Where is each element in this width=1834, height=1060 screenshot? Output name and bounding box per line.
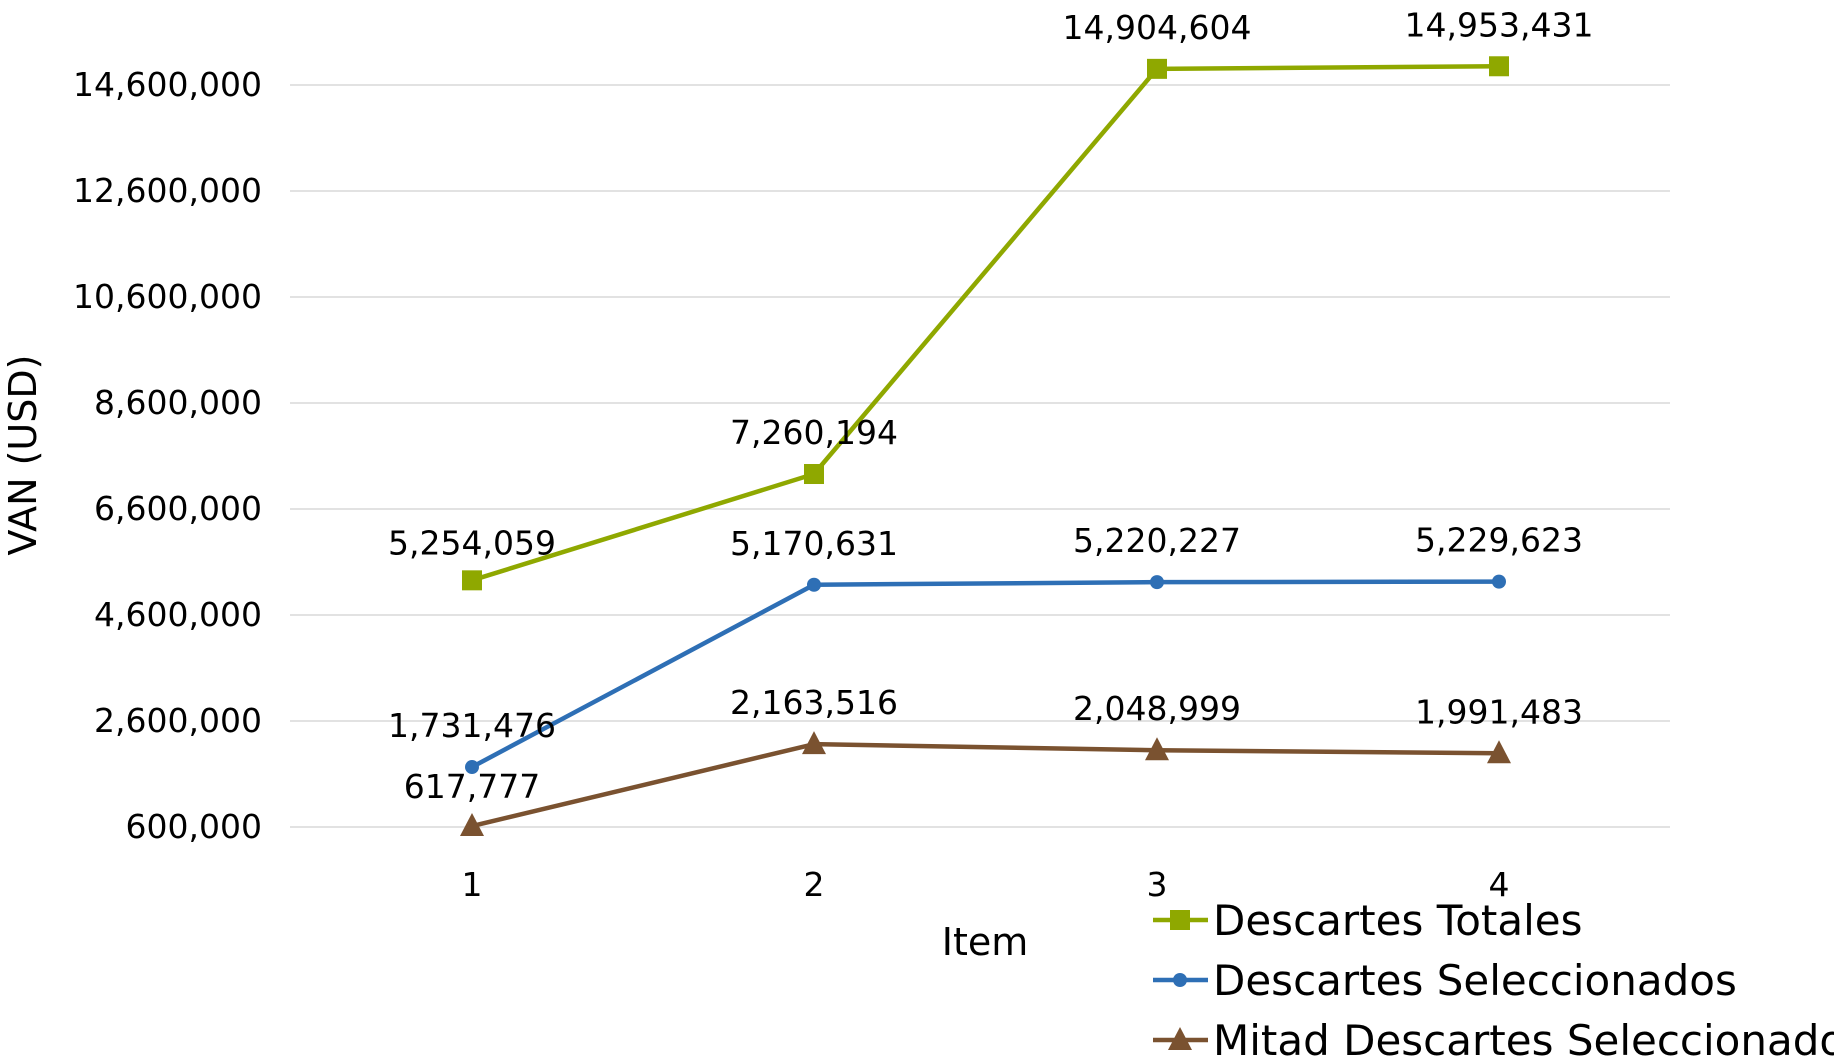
- y-tick-label: 6,600,000: [94, 489, 262, 528]
- data-point-marker: [1150, 575, 1164, 590]
- series-triangle: [460, 731, 1511, 837]
- series-line: [471, 741, 1500, 829]
- series-line: [470, 579, 1500, 770]
- x-axis-ticks: 1 2 3 4: [462, 865, 1510, 904]
- data-point-marker: [465, 760, 479, 775]
- y-tick-label: 600,000: [126, 807, 262, 846]
- legend-marker: [1168, 1027, 1192, 1050]
- legend-item: Mitad Descartes Seleccionados: [1153, 1016, 1834, 1060]
- data-point-marker: [462, 570, 482, 591]
- legend-item: Descartes Totales: [1153, 896, 1583, 945]
- data-label: 2,048,999: [1073, 689, 1241, 728]
- legend-item: Descartes Seleccionados: [1153, 956, 1737, 1005]
- legend-marker: [1170, 910, 1190, 930]
- y-tick-label: 4,600,000: [94, 595, 262, 634]
- data-label: 617,777: [404, 767, 540, 806]
- legend-label: Descartes Seleccionados: [1213, 956, 1737, 1005]
- data-point-marker: [1489, 56, 1509, 77]
- series-line: [471, 64, 1500, 583]
- data-label: 14,904,604: [1063, 8, 1252, 47]
- legend-label: Descartes Totales: [1213, 896, 1583, 945]
- y-axis-ticks: 600,000 2,600,000 4,600,000 6,600,000 8,600,…: [73, 65, 262, 846]
- data-label: 5,220,227: [1073, 521, 1241, 560]
- series-square: [462, 56, 1509, 591]
- data-point-marker: [1147, 58, 1167, 79]
- data-label: 14,953,431: [1405, 5, 1594, 44]
- y-tick-label: 8,600,000: [94, 383, 262, 422]
- x-tick-label: 4: [1489, 865, 1510, 904]
- legend-label: Mitad Descartes Seleccionados: [1213, 1016, 1834, 1060]
- data-point-marker: [460, 813, 484, 837]
- legend: Descartes Totales Descartes Seleccionados…: [1153, 896, 1834, 1060]
- x-axis-title: Item: [942, 920, 1029, 964]
- data-label: 5,254,059: [388, 523, 556, 562]
- x-tick-label: 3: [1147, 865, 1168, 904]
- series-lines: [460, 56, 1511, 837]
- y-tick-label: 2,600,000: [94, 701, 262, 740]
- data-label: 2,163,516: [730, 683, 898, 722]
- data-labels: 5,254,059 7,260,194 14,904,604 14,953,431 1,…: [388, 5, 1593, 806]
- data-label: 1,731,476: [388, 706, 556, 745]
- data-point-marker: [802, 731, 826, 755]
- data-label: 5,170,631: [730, 524, 898, 563]
- y-tick-label: 14,600,000: [73, 65, 262, 104]
- data-point-marker: [804, 464, 824, 485]
- data-point-marker: [1492, 574, 1506, 589]
- x-tick-label: 1: [462, 865, 483, 904]
- data-label: 5,229,623: [1415, 521, 1583, 560]
- gridlines: [290, 84, 1670, 828]
- data-label: 7,260,194: [730, 413, 898, 452]
- x-tick-label: 2: [804, 865, 825, 904]
- data-point-marker: [807, 577, 821, 592]
- y-axis-title: VAN (USD): [1, 355, 45, 556]
- y-tick-label: 10,600,000: [73, 277, 262, 316]
- series-circle: [465, 574, 1506, 775]
- data-point-marker: [1145, 737, 1169, 761]
- data-label: 1,991,483: [1415, 692, 1583, 731]
- data-point-marker: [1487, 740, 1511, 764]
- y-tick-label: 12,600,000: [73, 171, 262, 210]
- legend-marker: [1173, 973, 1187, 987]
